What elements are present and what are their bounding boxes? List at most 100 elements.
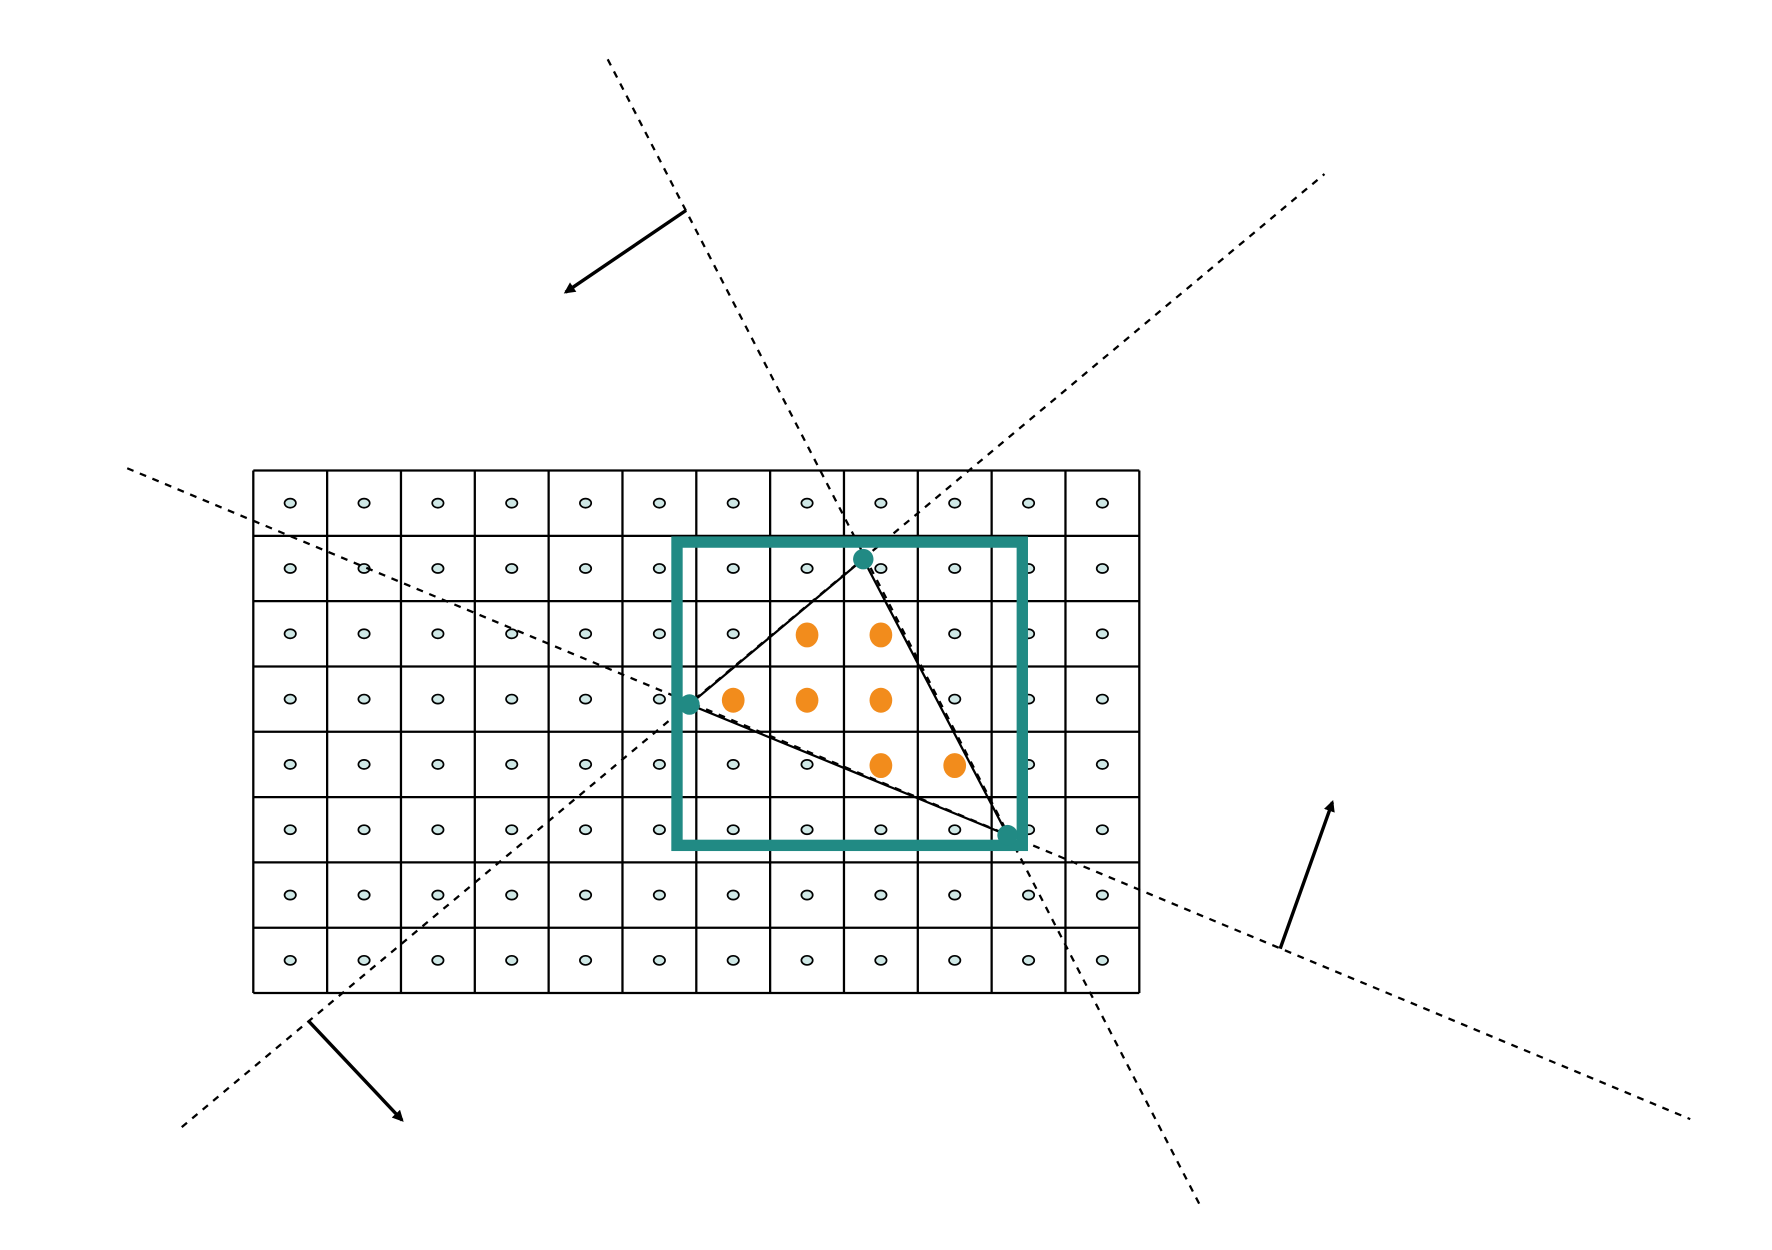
sample-point	[283, 628, 297, 640]
sample-point	[357, 497, 371, 509]
sample-point	[948, 954, 962, 966]
sample-point	[948, 693, 962, 705]
sample-point	[652, 954, 666, 966]
vertices	[679, 548, 1018, 846]
covered-sample	[869, 753, 893, 779]
sample-point	[874, 497, 888, 509]
sample-point	[283, 954, 297, 966]
sample-point	[505, 759, 519, 770]
sample-point	[579, 889, 593, 901]
edge-line	[606, 58, 1201, 1205]
sample-point	[283, 824, 297, 836]
covered-sample	[869, 687, 893, 713]
sample-point	[357, 824, 371, 836]
sample-point	[652, 824, 666, 836]
sample-point	[1095, 824, 1109, 836]
sample-point	[652, 759, 666, 770]
sample-point	[579, 563, 593, 574]
sample-point	[726, 954, 740, 966]
sample-point	[579, 759, 593, 770]
sample-point	[652, 563, 666, 574]
sample-point	[800, 824, 814, 836]
covered-sample	[869, 622, 893, 648]
sample-point	[505, 693, 519, 705]
sample-point	[505, 889, 519, 901]
sample-point	[431, 759, 445, 770]
sample-point	[1022, 497, 1036, 509]
sample-point	[579, 824, 593, 836]
covered-sample	[943, 753, 967, 779]
sample-point	[1022, 954, 1036, 966]
sample-point	[1095, 954, 1109, 966]
sample-point	[652, 889, 666, 901]
normal-arrow	[563, 208, 688, 294]
sample-point	[800, 563, 814, 574]
sample-point	[874, 954, 888, 966]
sample-point	[283, 759, 297, 770]
sample-point	[505, 628, 519, 640]
sample-point	[579, 497, 593, 509]
sample-point	[283, 693, 297, 705]
sample-point	[874, 889, 888, 901]
sample-point	[283, 497, 297, 509]
sample-point	[357, 759, 371, 770]
sample-point	[357, 954, 371, 966]
sample-point	[800, 954, 814, 966]
sample-point	[505, 954, 519, 966]
triangle	[687, 557, 1010, 838]
sample-point	[357, 628, 371, 640]
sample-point	[726, 563, 740, 574]
sample-point	[874, 563, 888, 574]
sample-point	[431, 563, 445, 574]
sample-point	[726, 628, 740, 640]
covered-sample	[795, 622, 819, 648]
sample-point	[1095, 497, 1109, 509]
sample-point	[726, 759, 740, 770]
vertex	[997, 824, 1018, 846]
sample-point	[948, 824, 962, 836]
sample-point	[800, 497, 814, 509]
sample-point	[1095, 889, 1109, 901]
sample-point	[948, 563, 962, 574]
sample-point	[431, 889, 445, 901]
normal-arrows	[307, 208, 1335, 1122]
covered-samples	[721, 622, 967, 779]
sample-point	[431, 628, 445, 640]
sample-point	[579, 628, 593, 640]
edge-line	[181, 173, 1326, 1128]
sample-point	[652, 693, 666, 705]
sample-point	[283, 889, 297, 901]
sample-point	[948, 889, 962, 901]
sample-point	[726, 824, 740, 836]
sample-point	[652, 497, 666, 509]
bounding-box	[671, 536, 1028, 852]
covered-sample	[721, 687, 745, 713]
sample-point	[357, 889, 371, 901]
sample-point	[579, 954, 593, 966]
sample-point	[431, 497, 445, 509]
sample-point	[948, 497, 962, 509]
sample-point	[431, 693, 445, 705]
sample-point	[1095, 693, 1109, 705]
sample-point	[357, 693, 371, 705]
sample-point	[1095, 628, 1109, 640]
sample-point	[505, 563, 519, 574]
normal-arrow	[1278, 800, 1335, 950]
sample-point	[726, 497, 740, 509]
normal-arrow	[307, 1020, 404, 1122]
sample-point	[431, 954, 445, 966]
vertex	[853, 548, 874, 570]
sample-point	[505, 497, 519, 509]
sample-point	[505, 824, 519, 836]
sample-point	[948, 628, 962, 640]
pixel-grid	[252, 469, 1141, 995]
sample-point	[1095, 563, 1109, 574]
vertex	[679, 694, 700, 715]
sample-point	[1022, 889, 1036, 901]
sample-point	[726, 889, 740, 901]
sample-point	[579, 693, 593, 705]
sample-point	[1095, 759, 1109, 770]
sample-point	[874, 824, 888, 836]
sample-point	[652, 628, 666, 640]
